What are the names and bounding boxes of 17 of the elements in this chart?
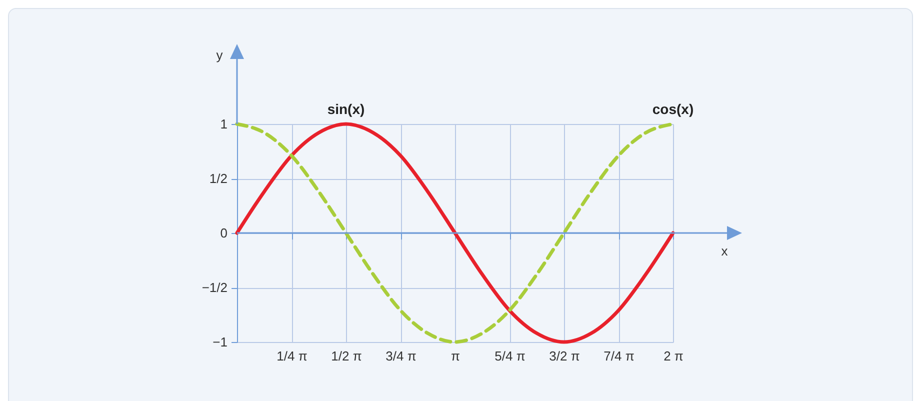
x-tick-label: 1/2 π (331, 348, 362, 364)
x-tick-label: 2 π (664, 348, 684, 364)
x-tick-label: 5/4 π (494, 348, 526, 364)
x-axis-title: x (721, 244, 728, 258)
x-tick-label: 3/2 π (549, 348, 580, 364)
x-tick-label: π (451, 348, 460, 364)
y-tick-label: 0 (220, 226, 228, 240)
series-label: cos(x) (652, 101, 694, 117)
y-tick-label: 1 (220, 116, 228, 132)
x-tick-label: 7/4 π (604, 348, 634, 364)
x-tick-label: 1/4 π (276, 348, 308, 364)
y-tick-label: −1/2 (202, 280, 228, 295)
y-tick-label: 1/2 (209, 171, 228, 186)
y-tick-label: −1 (212, 334, 228, 350)
y-axis-title: y (216, 48, 224, 62)
x-tick-label: 3/4 π (386, 348, 416, 364)
series-label: sin(x) (327, 101, 365, 117)
